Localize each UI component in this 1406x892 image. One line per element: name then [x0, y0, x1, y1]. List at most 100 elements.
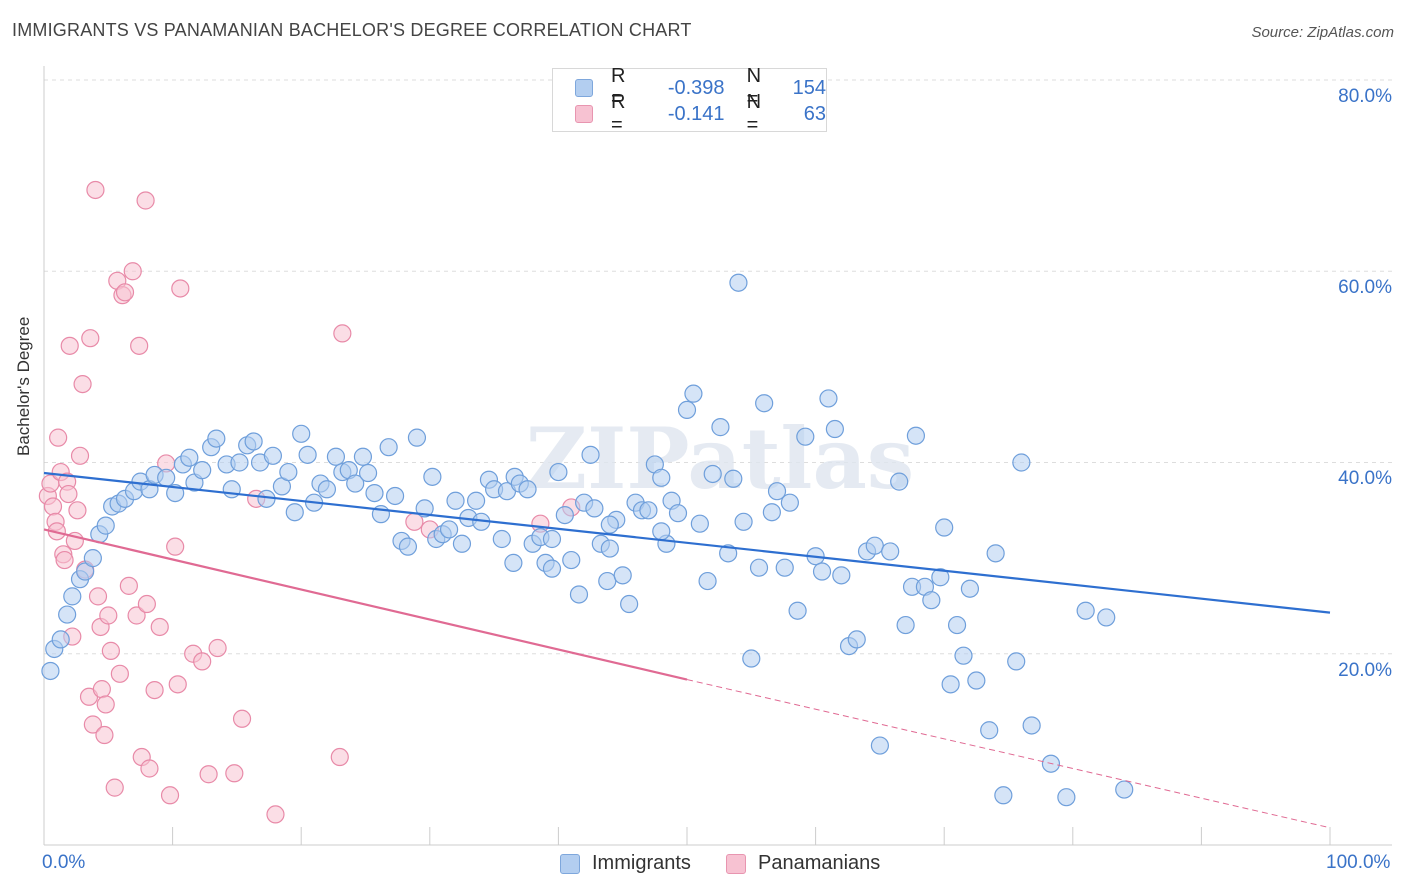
- panamanians-point: [43, 497, 63, 516]
- immigrants-point: [96, 516, 115, 535]
- legend-row-panamanians: R = -0.141 N = 63: [575, 91, 826, 136]
- panamanians-point: [140, 759, 159, 778]
- immigrants-point: [492, 529, 511, 549]
- immigrants-point: [724, 469, 743, 488]
- n-value-panamanians: 63: [803, 102, 826, 125]
- immigrants-point: [749, 558, 769, 577]
- r-value-immigrants: -0.398: [667, 76, 725, 99]
- immigrants-point: [1076, 601, 1095, 620]
- immigrants-point: [620, 594, 639, 614]
- immigrants-point: [423, 467, 442, 486]
- immigrants-point: [358, 463, 378, 483]
- panamanians-point: [136, 191, 155, 210]
- immigrants-point: [832, 566, 851, 585]
- immigrants-point: [825, 419, 844, 439]
- immigrants-point: [385, 486, 405, 506]
- immigrants-point: [819, 389, 838, 408]
- series-legend: Immigrants Panamanians: [0, 852, 1406, 878]
- immigrants-point: [847, 630, 866, 649]
- immigrants-trend-line: [43, 471, 1331, 614]
- immigrants-point: [439, 520, 459, 539]
- r-value-panamanians: -0.141: [667, 102, 725, 125]
- immigrants-point: [452, 534, 472, 553]
- panamanians-point: [96, 695, 115, 714]
- panamanians-point: [160, 786, 180, 805]
- y-tick-label: 40.0%: [1338, 468, 1392, 489]
- immigrants-point: [379, 438, 398, 457]
- panamanians-point: [168, 675, 187, 694]
- immigrants-point: [780, 493, 799, 512]
- panamanians-point: [171, 279, 190, 298]
- immigrants-point: [639, 501, 658, 520]
- panamanians-point: [145, 680, 164, 700]
- panamanians-point: [127, 606, 146, 625]
- panamanians-point: [119, 576, 138, 595]
- immigrants-point: [585, 499, 604, 518]
- immigrants-point: [504, 553, 523, 573]
- immigrants-point: [931, 568, 950, 587]
- immigrants-point: [762, 503, 781, 522]
- immigrants-point: [613, 566, 632, 585]
- immigrants-point: [180, 448, 199, 467]
- r-label: R =: [610, 65, 626, 110]
- panamanians-point: [101, 641, 120, 660]
- legend-label-panamanians: Panamanians: [758, 852, 881, 874]
- x-tick-label-max: 100.0%: [1326, 852, 1391, 873]
- immigrants-point: [407, 428, 427, 447]
- legend-swatch-panamanians: [575, 105, 593, 123]
- immigrants-point: [244, 432, 263, 451]
- immigrants-point: [466, 491, 486, 510]
- immigrants-point: [569, 585, 589, 604]
- panamanians-trend-line: [43, 528, 688, 681]
- legend-item-immigrants[interactable]: Immigrants: [560, 852, 691, 875]
- immigrants-point: [222, 480, 241, 499]
- immigrants-point: [207, 429, 226, 448]
- immigrants-point: [326, 447, 346, 466]
- panamanians-point: [330, 747, 349, 767]
- panamanians-trend-extension: [686, 679, 1331, 829]
- chart-title: IMMIGRANTS VS PANAMANIAN BACHELOR'S DEGR…: [12, 20, 692, 40]
- y-axis-label: Bachelor's Degree: [14, 316, 33, 456]
- legend-item-panamanians[interactable]: Panamanians: [726, 852, 880, 875]
- panamanians-point: [81, 329, 100, 348]
- immigrants-point: [684, 384, 703, 403]
- immigrants-point: [562, 550, 581, 570]
- immigrants-point: [230, 453, 249, 472]
- panamanians-point: [137, 594, 156, 614]
- panamanians-point: [193, 652, 212, 671]
- legend-swatch-immigrants: [560, 853, 580, 874]
- panamanians-point: [95, 725, 114, 745]
- immigrants-point: [652, 468, 671, 487]
- immigrants-point: [415, 499, 434, 518]
- panamanians-point: [49, 428, 68, 447]
- immigrants-point: [549, 462, 568, 482]
- immigrants-point: [41, 661, 60, 681]
- panamanians-point: [232, 709, 252, 728]
- panamanians-point: [166, 537, 185, 556]
- legend-label-immigrants: Immigrants: [592, 852, 691, 874]
- source-label: Source: ZipAtlas.com: [1251, 24, 1394, 41]
- panamanians-point: [123, 262, 142, 281]
- immigrants-point: [980, 721, 999, 740]
- immigrants-point: [703, 464, 722, 484]
- immigrants-point: [598, 571, 617, 591]
- immigrants-point: [298, 445, 317, 464]
- immigrants-point: [365, 484, 384, 503]
- panamanians-point: [105, 778, 124, 797]
- r-label: R =: [610, 91, 626, 136]
- immigrants-point: [729, 273, 748, 292]
- legend-swatch-panamanians: [726, 853, 746, 874]
- panamanians-point: [59, 484, 78, 504]
- immigrants-point: [960, 579, 980, 598]
- immigrants-point: [51, 630, 70, 649]
- immigrants-point: [76, 562, 95, 581]
- immigrants-point: [157, 468, 176, 487]
- immigrants-point: [542, 559, 562, 578]
- immigrants-point: [652, 522, 671, 541]
- immigrants-point: [796, 427, 815, 446]
- legend-row-immigrants: R = -0.398 N = 154: [575, 65, 826, 110]
- panamanians-point: [130, 336, 149, 355]
- immigrants-point: [947, 615, 967, 635]
- immigrants-point: [317, 480, 337, 499]
